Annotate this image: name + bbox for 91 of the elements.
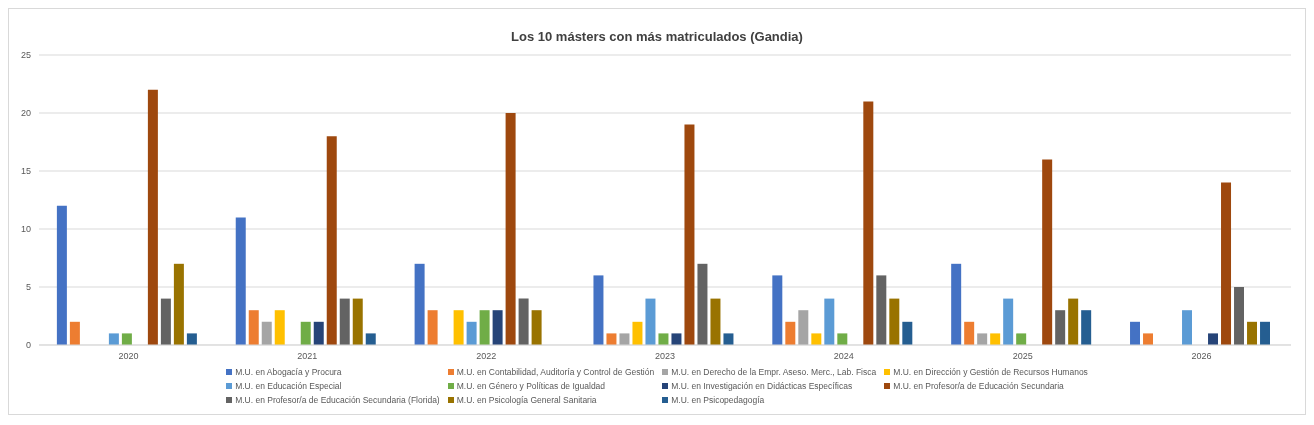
bar [1182,310,1193,345]
legend-label: M.U. en Profesor/a de Educación Secundaria [893,381,1064,391]
bar [1247,321,1258,345]
bar [186,333,197,345]
y-tick-label: 20 [20,108,31,119]
bar [365,333,376,345]
bar [977,333,988,345]
bar [313,321,324,345]
bar [531,310,542,345]
bar [1016,333,1027,345]
bar [1055,310,1066,345]
bar [1234,287,1245,345]
bar [261,321,272,345]
legend-label: M.U. en Psicología General Sanitaria [456,395,597,405]
bar [1208,333,1219,345]
bar [593,275,604,345]
bar [518,298,529,345]
bar [811,333,822,345]
bar [876,275,887,345]
bar [798,310,809,345]
bar [414,263,425,345]
bar [56,205,67,345]
x-tick-label: 2021 [297,351,318,362]
legend-label: M.U. en Dirección y Gestión de Recursos Humanos [893,367,1088,377]
bar [632,321,643,345]
legend-label: M.U. en Contabilidad, Auditoría y Control de Gestión [456,367,655,377]
legend-label: M.U. en Género y Políticas de Igualdad [456,381,606,391]
legend-label: M.U. en Psicopedagogía [671,395,765,405]
bar [300,321,311,345]
x-tick-label: 2025 [1012,351,1033,362]
x-tick-label: 2024 [833,351,854,362]
y-tick-label: 15 [20,166,31,177]
legend-label: M.U. en Derecho de la Empr. Aseso. Merc., Lab. Fisca [671,367,877,377]
chart-title: Los 10 másters con más matriculados (Gandia) [510,29,804,46]
bar [339,298,350,345]
bar [505,113,516,345]
bar [902,321,913,345]
bar [108,333,119,345]
bar [326,136,337,345]
bar [772,275,783,345]
bar [964,321,975,345]
bar [684,124,695,345]
legend-label: M.U. en Abogacía y Procura [235,367,342,377]
bar [824,298,835,345]
bar [1042,159,1053,345]
y-tick-label: 10 [20,224,31,235]
bar [1221,182,1232,345]
bar [645,298,656,345]
bar [606,333,617,345]
bar [990,333,1001,345]
bar [619,333,630,345]
bar [466,321,477,345]
bar [785,321,796,345]
x-tick-label: 2022 [476,351,497,362]
x-tick-label: 2020 [118,351,139,362]
bar [837,333,848,345]
x-tick-label: 2026 [1191,351,1212,362]
bar [1260,321,1271,345]
y-tick-label: 0 [25,340,31,351]
legend-label: M.U. en Educación Especial [235,381,342,391]
bar [173,263,184,345]
y-tick-label: 5 [25,282,31,293]
bar [723,333,734,345]
bar [235,217,246,345]
bar [1143,333,1154,345]
bar [69,321,80,345]
bar [1081,310,1092,345]
bar [1003,298,1014,345]
bar [1130,321,1141,345]
bar [697,263,708,345]
legend-label: M.U. en Profesor/a de Educación Secundaria (Florida) [235,395,440,405]
bar [352,298,363,345]
bar [147,89,158,345]
bar [492,310,503,345]
bar [453,310,464,345]
y-tick-label: 25 [20,50,31,61]
bar [427,310,438,345]
x-tick-label: 2023 [654,351,676,362]
bar [671,333,682,345]
bar [248,310,259,345]
bar [121,333,132,345]
bar [710,298,721,345]
bar [274,310,285,345]
bar [1068,298,1079,345]
bar [160,298,171,345]
bar [951,263,962,345]
bar [863,101,874,345]
legend-label: M.U. en Investigación en Didácticas Específicas [671,381,853,391]
bar [658,333,669,345]
bar [479,310,490,345]
bar [889,298,900,345]
